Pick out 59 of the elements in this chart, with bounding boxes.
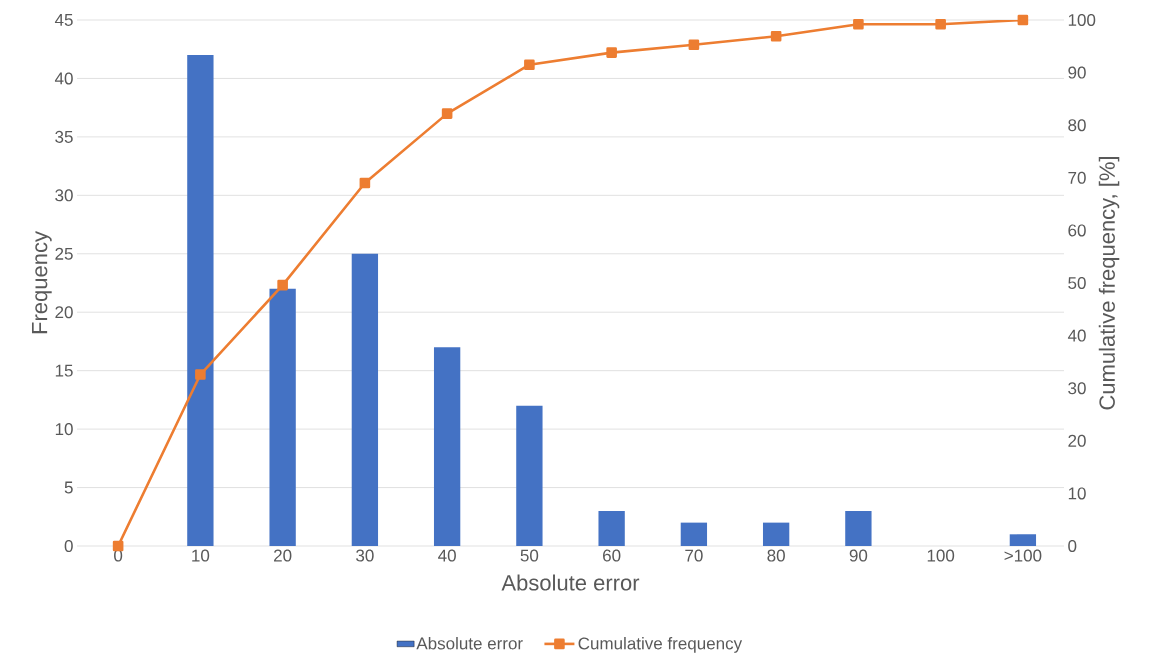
y2-tick-label: 100: [1068, 13, 1096, 27]
bar: [269, 288, 296, 546]
y2-tick-label: 20: [1068, 434, 1086, 447]
y-tick-label: 45: [54, 14, 73, 26]
point: [524, 59, 535, 71]
x-axis-title: Absolute error: [501, 574, 640, 591]
y-tick-label: 25: [55, 247, 73, 260]
x-tick-label: 70: [685, 549, 703, 562]
bar: [187, 55, 214, 546]
x-tick-label: >100: [1004, 549, 1042, 562]
x-tick-label: 50: [520, 549, 539, 562]
x-tick-label: 30: [356, 549, 374, 562]
y-tick-label: 35: [55, 130, 73, 143]
point: [277, 279, 288, 291]
point: [606, 47, 617, 58]
y2-tick-label: 70: [1068, 171, 1086, 184]
bar: [1009, 534, 1037, 546]
bar: [351, 253, 379, 546]
y2-tick-label: 10: [1068, 487, 1086, 500]
point: [195, 369, 206, 380]
bar: [680, 522, 708, 546]
y2-tick-label: 60: [1068, 224, 1086, 237]
x-tick-label: 100: [927, 549, 955, 562]
y2-tick-label: 80: [1068, 119, 1086, 132]
bar: [845, 510, 872, 546]
y2-tick-label: 30: [1068, 382, 1086, 395]
bar: [762, 522, 790, 546]
legend-label: Absolute error: [416, 636, 523, 650]
x-tick-label: 20: [274, 549, 292, 562]
legend-label: Cumulative frequency: [578, 636, 743, 653]
y-tick-label: 40: [54, 72, 73, 85]
x-tick-label: 80: [767, 549, 785, 562]
point: [441, 108, 453, 119]
point: [359, 177, 371, 189]
y2-tick-label: 50: [1068, 276, 1086, 290]
x-tick-label: 90: [849, 549, 868, 562]
bar: [516, 405, 543, 546]
point: [770, 30, 782, 42]
x-tick-label: 10: [192, 549, 210, 562]
point: [1017, 14, 1029, 26]
bar: [598, 510, 625, 546]
point: [935, 18, 946, 30]
y-tick-label: 15: [55, 364, 73, 377]
y2-tick-label: 40: [1067, 329, 1086, 342]
y-tick-label: 30: [55, 189, 73, 202]
y-tick-label: 10: [55, 423, 73, 436]
x-tick-label: 40: [438, 549, 456, 562]
y-axis-title: Frequency: [31, 231, 52, 334]
y-tick-label: 5: [64, 481, 73, 494]
y-tick-label: 20: [55, 306, 73, 319]
y2-tick-label: 90: [1068, 66, 1086, 79]
y-tick-label: 0: [64, 539, 73, 553]
x-tick-label: 60: [603, 549, 621, 562]
point: [112, 540, 124, 552]
y2-axis-title: Cumulative frequency, [%]: [1098, 157, 1120, 410]
point: [853, 18, 864, 30]
point: [688, 39, 700, 51]
bar: [433, 347, 461, 546]
y2-tick-label: 0: [1068, 539, 1077, 553]
